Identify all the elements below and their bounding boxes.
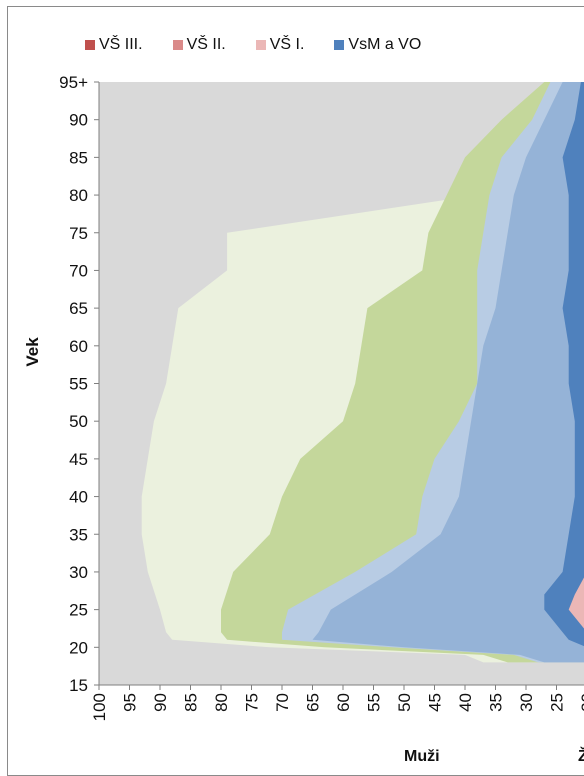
y-axis: 95+ 90 85 80 75 70 65 60 55 50 45 40 35 30 25 20 15: [59, 73, 99, 695]
x-tick-label: 70: [273, 693, 292, 712]
y-tick-label: 50: [69, 412, 88, 431]
x-tick-label: 40: [456, 693, 475, 712]
y-axis-label: Vek: [23, 337, 42, 367]
y-tick-label: 70: [69, 261, 88, 280]
x-axis: 1009590858075706560555045403530252015: [90, 685, 584, 721]
x-tick-label: 90: [151, 693, 170, 712]
x-tick-label: 35: [487, 693, 506, 712]
y-tick-label: 75: [69, 224, 88, 243]
y-tick-label: 60: [69, 337, 88, 356]
x-tick-label: 75: [243, 693, 262, 712]
x-axis-label-fragment: Ž: [578, 746, 584, 765]
y-tick-label: 35: [69, 525, 88, 544]
y-tick-label: 25: [69, 601, 88, 620]
x-axis-label: Muži: [404, 748, 440, 765]
x-tick-label: 65: [304, 693, 323, 712]
x-tick-label: 25: [548, 693, 567, 712]
x-tick-label: 30: [517, 693, 536, 712]
y-tick-label: 45: [69, 450, 88, 469]
y-tick-label: 30: [69, 563, 88, 582]
y-tick-label: 90: [69, 111, 88, 130]
x-tick-label: 95: [121, 693, 140, 712]
x-tick-label: 55: [365, 693, 384, 712]
x-tick-label: 20: [578, 693, 584, 712]
plot-area: [99, 82, 584, 685]
x-tick-label: 45: [426, 693, 445, 712]
x-tick-label: 60: [334, 693, 353, 712]
x-tick-label: 85: [182, 693, 201, 712]
x-tick-label: 80: [212, 693, 231, 712]
x-tick-label: 50: [395, 693, 414, 712]
y-tick-label: 65: [69, 299, 88, 318]
y-tick-label: 95+: [59, 73, 88, 92]
y-tick-label: 20: [69, 638, 88, 657]
y-tick-label: 15: [69, 676, 88, 695]
x-tick-label: 100: [90, 693, 109, 721]
y-tick-label: 85: [69, 148, 88, 167]
y-tick-label: 80: [69, 186, 88, 205]
y-tick-label: 55: [69, 375, 88, 394]
y-tick-label: 40: [69, 488, 88, 507]
